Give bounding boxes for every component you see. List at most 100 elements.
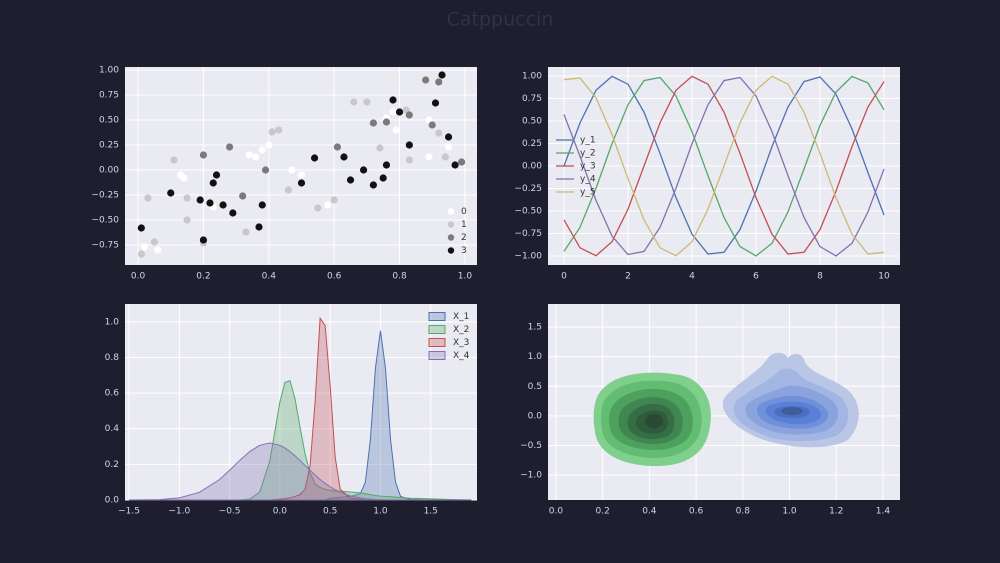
scatter-point — [141, 243, 149, 251]
legend-swatch — [428, 351, 446, 360]
scatter-point — [170, 156, 178, 164]
x-tick-label: 0.0 — [273, 507, 288, 517]
axes-layer — [125, 67, 900, 501]
scatter-point — [330, 196, 338, 204]
scatter-point — [435, 78, 443, 86]
x-tick-label: 1.0 — [782, 507, 797, 517]
x-tick-label: 0.8 — [736, 507, 751, 517]
scatter-point — [219, 201, 227, 209]
scatter-point — [196, 196, 204, 204]
x-tick-label: 10 — [878, 272, 890, 282]
scatter-point — [438, 71, 446, 79]
scatter-point — [199, 151, 208, 159]
x-tick-label: 6 — [753, 272, 759, 282]
x-tick-label: 0.4 — [642, 507, 657, 517]
line-series — [563, 75, 885, 257]
scatter-point — [314, 204, 322, 212]
scatter-point — [209, 179, 217, 187]
x-tick-label: −1.5 — [118, 507, 140, 517]
x-tick-label: −1.0 — [168, 507, 190, 517]
scatter-point — [258, 146, 266, 154]
line-series — [563, 75, 885, 257]
scatter-point — [431, 99, 440, 107]
y-tick-label: 0.00 — [99, 166, 119, 176]
legend-label: 2 — [461, 233, 467, 243]
x-tick-label: 1.4 — [876, 507, 891, 517]
x-tick-label: 0.2 — [196, 272, 210, 282]
y-tick-label: 0.6 — [105, 389, 120, 399]
y-tick-label: 1.5 — [528, 323, 542, 333]
x-tick-label: 0.4 — [262, 272, 277, 282]
scatter-point — [245, 151, 253, 159]
y-tick-label: −1.0 — [520, 471, 542, 481]
density-area — [129, 442, 471, 501]
scatter-point — [258, 201, 266, 209]
y-tick-label: −0.75 — [514, 229, 542, 239]
scatter-point — [441, 153, 449, 161]
line-series — [563, 76, 885, 257]
scatter-point — [229, 209, 237, 217]
scatter-point — [212, 171, 221, 179]
scatter-point — [422, 76, 430, 84]
scatter-point — [395, 108, 404, 116]
scatter-point — [428, 121, 436, 129]
line-series — [563, 75, 885, 257]
legend-marker — [447, 208, 455, 215]
y-tick-label: −0.75 — [91, 241, 119, 251]
scatter-point — [284, 186, 293, 194]
blue-contour — [722, 352, 859, 448]
scatter-point — [144, 194, 152, 202]
x-tick-label: 0.0 — [549, 507, 564, 517]
legend-label: X_2 — [453, 325, 469, 335]
y-tick-label: 0.00 — [522, 162, 542, 172]
scatter-point — [275, 126, 283, 134]
legend-marker — [447, 234, 455, 241]
scatter-point — [425, 153, 433, 161]
scatter-point — [350, 98, 358, 106]
scatter-point — [346, 176, 355, 184]
y-tick-label: 0.0 — [528, 411, 543, 421]
scatter-point — [389, 108, 397, 116]
scatter-point — [369, 119, 377, 127]
scatter-point — [225, 143, 234, 151]
scatter-point — [405, 156, 413, 164]
scatter-point — [199, 236, 208, 244]
labels-layer: 0.0 0.2 0.4 0.6 0.8 1.0−0.75−0.50−0.250.000.2… — [91, 66, 890, 517]
scatter-point — [333, 143, 342, 151]
x-tick-label: 1.0 — [458, 272, 473, 282]
legend-label: y_3 — [580, 162, 596, 172]
y-tick-label: 0.25 — [522, 139, 542, 149]
scatter-point — [382, 118, 391, 126]
legend-swatch — [428, 325, 446, 334]
scatter-point — [379, 174, 387, 182]
legend-label: y_2 — [580, 149, 596, 159]
y-tick-label: 0.75 — [99, 91, 119, 101]
scatter-point — [150, 238, 159, 246]
scatter-point — [206, 199, 214, 207]
y-tick-label: 0.75 — [522, 94, 542, 104]
scatter-point — [389, 96, 397, 104]
legend-label: y_5 — [580, 188, 596, 198]
scatter-point — [369, 181, 377, 189]
y-tick-label: −1.00 — [514, 252, 542, 262]
scatter-point — [265, 141, 273, 149]
y-tick-label: 1.0 — [528, 352, 543, 362]
density-contours — [593, 352, 859, 467]
x-tick-label: 0 — [561, 272, 567, 282]
x-tick-label: 4 — [689, 272, 695, 282]
green-contour — [593, 372, 711, 467]
scatter-point — [382, 161, 391, 169]
figure-title: Catppuccin — [447, 9, 554, 31]
legend-swatch — [428, 338, 446, 347]
y-tick-label: 0.50 — [522, 117, 542, 127]
scatter-point — [458, 158, 466, 166]
x-tick-label: 1.5 — [424, 507, 438, 517]
y-tick-label: 0.25 — [99, 141, 119, 151]
axes-background — [125, 67, 477, 265]
legend-label: X_1 — [453, 312, 469, 322]
scatter-point — [435, 129, 443, 137]
scatter-point — [392, 126, 400, 134]
scatter-point — [242, 228, 250, 236]
x-tick-label: 0.8 — [392, 272, 407, 282]
